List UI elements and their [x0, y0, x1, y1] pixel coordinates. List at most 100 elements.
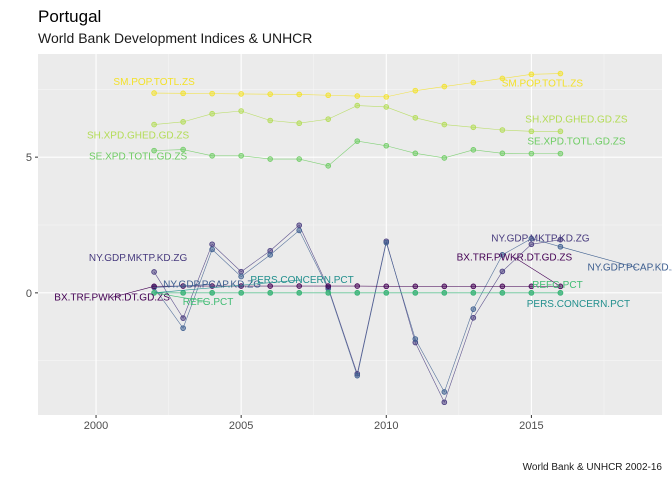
- label-leader-line: [560, 246, 637, 269]
- data-point: [383, 104, 390, 110]
- data-point: [412, 114, 419, 121]
- data-point: [296, 222, 303, 229]
- series-label: SE.XPD.TOTL.GD.ZS: [527, 137, 625, 148]
- data-point: [528, 150, 535, 157]
- data-point: [180, 315, 186, 321]
- data-point: [528, 241, 535, 248]
- data-point: [383, 290, 390, 296]
- data-point: [209, 90, 215, 97]
- data-point: [354, 93, 361, 99]
- data-point: [180, 290, 186, 296]
- series-label: REFG.PCT: [183, 297, 234, 308]
- data-point: [296, 290, 303, 296]
- data-point: [238, 268, 244, 275]
- x-tick-label: 2010: [374, 420, 398, 432]
- data-point: [412, 336, 419, 342]
- data-point: [412, 87, 419, 94]
- data-point: [354, 372, 361, 379]
- series-label: SH.XPD.GHED.GD.ZS: [87, 131, 190, 142]
- series-label: REFG.PCT: [532, 280, 583, 291]
- data-point: [296, 283, 303, 289]
- series-label: NY.GDP.MKTP.KD.ZG: [89, 253, 188, 264]
- data-point: [209, 110, 215, 117]
- data-point: [296, 91, 303, 98]
- data-point: [267, 156, 273, 162]
- data-point: [441, 155, 448, 161]
- data-point: [499, 127, 506, 133]
- data-point: [470, 290, 477, 296]
- data-point: [238, 273, 244, 280]
- data-point: [325, 116, 332, 122]
- data-point: [441, 290, 448, 296]
- data-point: [238, 91, 244, 97]
- data-point: [354, 283, 361, 289]
- series-label: NY.GDP.PCAP.KD.ZG: [163, 279, 261, 290]
- series-label: SH.XPD.GHED.GD.ZS: [525, 114, 628, 125]
- data-point: [325, 92, 332, 99]
- series-label: SM.POP.TOTL.ZS: [502, 79, 584, 90]
- data-point: [325, 283, 332, 289]
- data-point: [412, 150, 419, 157]
- data-point: [267, 290, 273, 296]
- data-point: [238, 108, 244, 114]
- series-label: SM.POP.TOTL.ZS: [113, 77, 195, 88]
- minor-gridlines: [38, 54, 662, 415]
- data-point: [354, 138, 361, 144]
- x-tick-label: 2005: [229, 420, 253, 432]
- series-label: NY.GDP.MKTP.KD.ZG: [491, 234, 590, 245]
- data-point: [499, 290, 506, 296]
- data-point: [441, 389, 448, 395]
- data-point: [354, 102, 361, 109]
- data-point: [470, 79, 477, 86]
- data-point: [499, 75, 506, 82]
- data-point: [238, 290, 244, 296]
- data-point: [296, 156, 303, 162]
- x-tick-label: 2015: [519, 420, 543, 432]
- data-point: [209, 241, 215, 248]
- data-point: [151, 269, 157, 275]
- series-label: SE.XPD.TOTL.GD.ZS: [89, 152, 187, 163]
- data-point: [557, 236, 564, 243]
- data-point: [441, 399, 448, 406]
- data-point: [557, 290, 564, 296]
- data-point: [209, 152, 215, 159]
- series-label: NY.GDP.PCAP.KD.ZG: [588, 263, 672, 274]
- data-point: [528, 71, 535, 78]
- data-point: [499, 283, 506, 290]
- data-point: [296, 120, 303, 127]
- data-point: [441, 283, 448, 290]
- data-point: [180, 119, 186, 125]
- y-tick-label: 0: [26, 288, 32, 300]
- data-point: [412, 290, 419, 296]
- data-point: [383, 94, 390, 100]
- label-leader-line: [112, 286, 155, 298]
- data-point: [470, 283, 477, 290]
- label-leader-line: [154, 279, 303, 294]
- data-point: [267, 117, 273, 124]
- y-tick-label: 5: [26, 152, 32, 164]
- label-leader-line: [154, 284, 213, 288]
- data-point: [499, 268, 506, 275]
- data-point: [151, 121, 157, 128]
- series-label: BX.TRF.PWKR.DT.GD.ZS: [54, 292, 170, 303]
- data-point: [499, 252, 506, 258]
- data-point: [528, 283, 535, 290]
- series-label: PERS.CONCERN.PCT: [527, 299, 630, 310]
- data-point: [383, 142, 390, 149]
- data-point: [325, 290, 332, 296]
- data-point: [557, 128, 564, 135]
- series-labels: SM.POP.TOTL.ZS SM.POP.TOTL.ZS SH.XPD.GHED.…: [54, 77, 672, 310]
- data-point: [238, 152, 244, 159]
- x-tick-label: 2000: [84, 420, 108, 432]
- series-layer: [151, 70, 564, 406]
- data-point: [470, 306, 477, 312]
- label-leader-line: [514, 257, 561, 287]
- data-point: [528, 290, 535, 296]
- data-point: [470, 124, 477, 131]
- data-point: [557, 70, 564, 77]
- data-point: [180, 325, 186, 331]
- data-point: [499, 150, 506, 157]
- data-point: [383, 239, 390, 246]
- data-point: [557, 150, 564, 157]
- data-point: [354, 290, 361, 296]
